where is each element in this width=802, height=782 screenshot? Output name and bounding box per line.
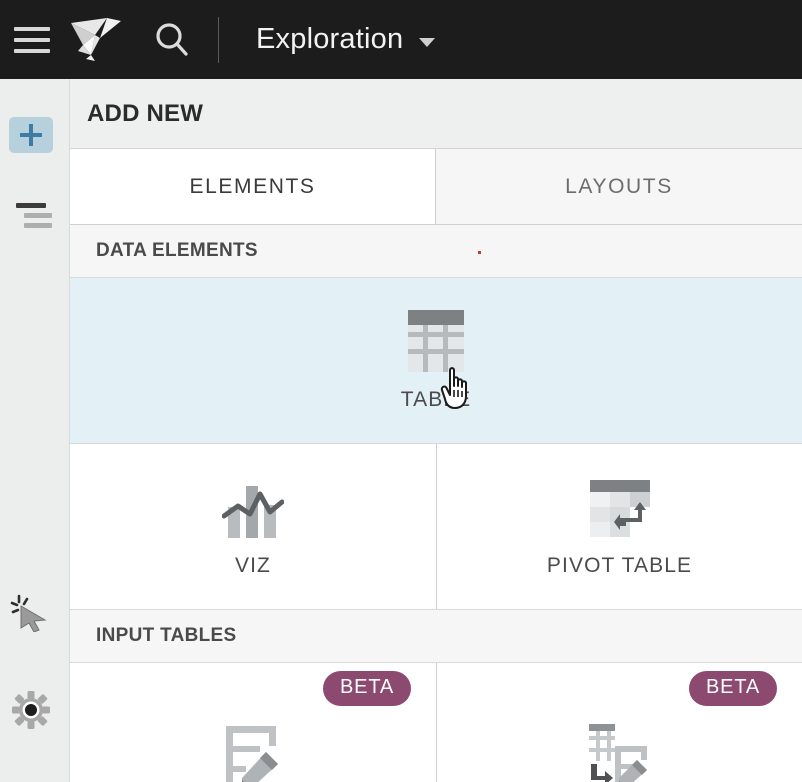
bar-line-chart-icon bbox=[222, 476, 284, 538]
add-new-panel: ADD NEW ELEMENTS LAYOUTS DATA ELEMENTS bbox=[70, 79, 802, 782]
card-table[interactable]: TABLE bbox=[70, 278, 802, 443]
status-badge: BETA bbox=[689, 671, 777, 706]
section-header-input-tables: INPUT TABLES bbox=[70, 610, 802, 663]
hamburger-menu-icon[interactable] bbox=[14, 26, 50, 53]
list-icon bbox=[16, 202, 46, 208]
card-viz[interactable]: VIZ bbox=[70, 444, 436, 609]
section-header-data-elements: DATA ELEMENTS bbox=[70, 225, 802, 278]
select-button[interactable] bbox=[9, 593, 53, 632]
page-title: ADD NEW bbox=[87, 99, 204, 127]
tab-elements[interactable]: ELEMENTS bbox=[70, 149, 436, 224]
tab-bar: ELEMENTS LAYOUTS bbox=[70, 149, 802, 225]
hamburger-bar bbox=[14, 26, 50, 31]
tab-layouts[interactable]: LAYOUTS bbox=[436, 149, 802, 224]
section-title: INPUT TABLES bbox=[96, 625, 237, 646]
card-pivot-table[interactable]: PIVOT TABLE bbox=[436, 444, 802, 609]
card-label: PIVOT TABLE bbox=[546, 553, 693, 577]
plus-icon bbox=[28, 124, 34, 146]
card-row: BETA bbox=[70, 663, 802, 782]
hamburger-bar bbox=[14, 48, 50, 53]
gear-icon bbox=[12, 691, 50, 729]
click-cursor-icon bbox=[10, 594, 47, 632]
toolbar-divider bbox=[218, 16, 219, 63]
chevron-down-icon[interactable] bbox=[419, 37, 436, 47]
list-button[interactable] bbox=[9, 197, 53, 233]
card-label: VIZ bbox=[235, 553, 271, 577]
table-grid-icon bbox=[408, 309, 464, 372]
list-icon bbox=[24, 222, 52, 228]
origami-bird-logo[interactable] bbox=[68, 14, 124, 66]
pivot-table-icon bbox=[589, 476, 650, 538]
add-button[interactable] bbox=[9, 117, 53, 153]
card-row: VIZ bbox=[70, 444, 802, 610]
table-edit-icon bbox=[222, 724, 284, 782]
card-label: TABLE bbox=[400, 387, 472, 411]
hamburger-bar bbox=[14, 37, 50, 42]
app-title: Exploration bbox=[256, 23, 404, 55]
left-rail bbox=[0, 79, 70, 782]
search-icon[interactable] bbox=[146, 14, 198, 66]
settings-button[interactable] bbox=[9, 691, 53, 729]
card-row: TABLE bbox=[70, 278, 802, 444]
list-icon bbox=[24, 212, 52, 218]
panel-header: ADD NEW bbox=[70, 79, 802, 149]
card-input-table[interactable]: BETA bbox=[70, 663, 436, 782]
section-title: DATA ELEMENTS bbox=[96, 240, 258, 261]
table-transform-edit-icon bbox=[588, 723, 651, 782]
status-badge: BETA bbox=[323, 671, 411, 706]
card-input-table-transform[interactable]: BETA bbox=[436, 663, 802, 782]
top-navigation-bar: Exploration bbox=[0, 0, 802, 79]
status-marker-dot bbox=[478, 251, 481, 254]
